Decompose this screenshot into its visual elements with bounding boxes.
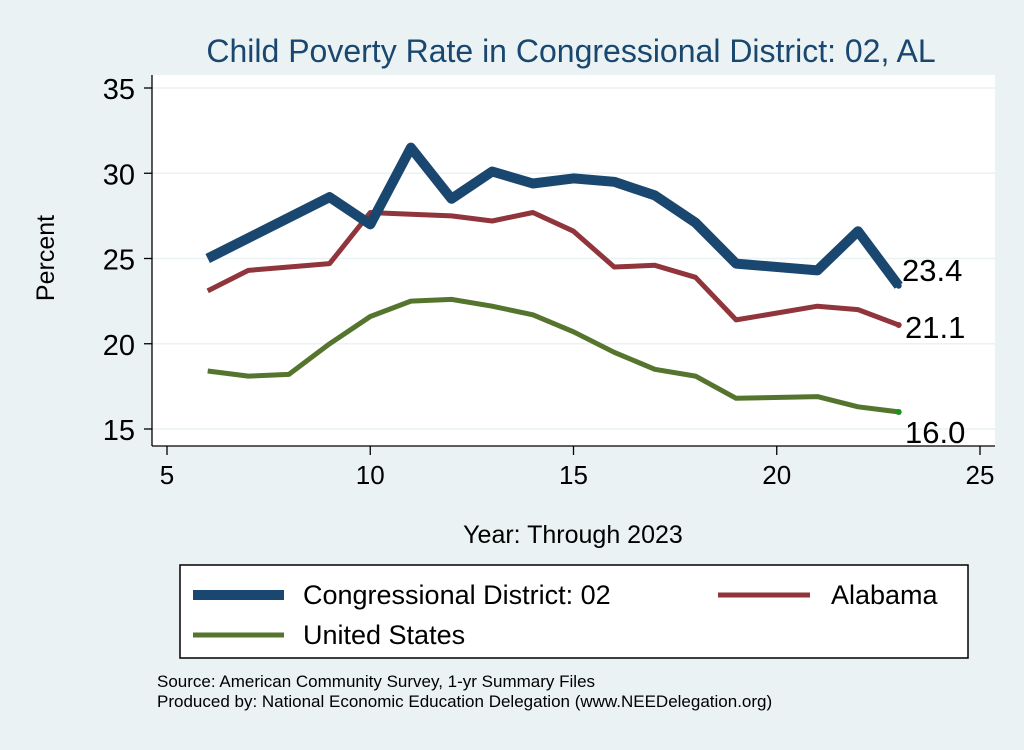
legend-label-1: Alabama bbox=[831, 580, 939, 610]
x-tick-label-5: 5 bbox=[160, 460, 174, 490]
x-tick-label-20: 20 bbox=[762, 460, 791, 490]
y-tick-label-25: 25 bbox=[103, 245, 135, 277]
legend: Congressional District: 02 Alabama United … bbox=[193, 580, 939, 650]
chart-title: Child Poverty Rate in Congressional Dist… bbox=[206, 33, 935, 69]
series-line-2 bbox=[207, 296, 900, 415]
end-label-1: 21.1 bbox=[905, 310, 965, 345]
x-tick-label-10: 10 bbox=[356, 460, 385, 490]
legend-box bbox=[179, 564, 969, 659]
axes: 15 20 25 30 35 5 10 15 20 25 bbox=[103, 74, 995, 490]
series-lines bbox=[205, 142, 903, 415]
end-label-0: 23.4 bbox=[902, 253, 962, 288]
legend-label-2: United States bbox=[303, 620, 465, 650]
x-tick-label-15: 15 bbox=[559, 460, 588, 490]
x-axis-title: Year: Through 2023 bbox=[463, 521, 683, 549]
series-end-point-2 bbox=[895, 408, 902, 415]
plot-area bbox=[152, 75, 995, 446]
end-label-2: 16.0 bbox=[905, 415, 965, 450]
series-line-1 bbox=[206, 210, 900, 328]
x-tick-label-25: 25 bbox=[966, 460, 995, 490]
legend-label-0: Congressional District: 02 bbox=[303, 580, 611, 610]
gridlines bbox=[152, 87, 995, 430]
source-note: Source: American Community Survey, 1-yr … bbox=[157, 672, 596, 691]
y-tick-label-15: 15 bbox=[103, 415, 135, 447]
series-line-0 bbox=[205, 142, 903, 289]
y-axis-title: Percent bbox=[32, 215, 60, 301]
y-tick-label-20: 20 bbox=[103, 330, 135, 362]
series-end-point-0 bbox=[895, 282, 902, 289]
y-tick-label-30: 30 bbox=[103, 159, 135, 191]
end-labels: 23.4 21.1 16.0 bbox=[902, 253, 965, 450]
series-end-point-1 bbox=[895, 321, 902, 328]
producer-note: Produced by: National Economic Education… bbox=[157, 692, 773, 711]
y-tick-label-35: 35 bbox=[103, 74, 135, 106]
